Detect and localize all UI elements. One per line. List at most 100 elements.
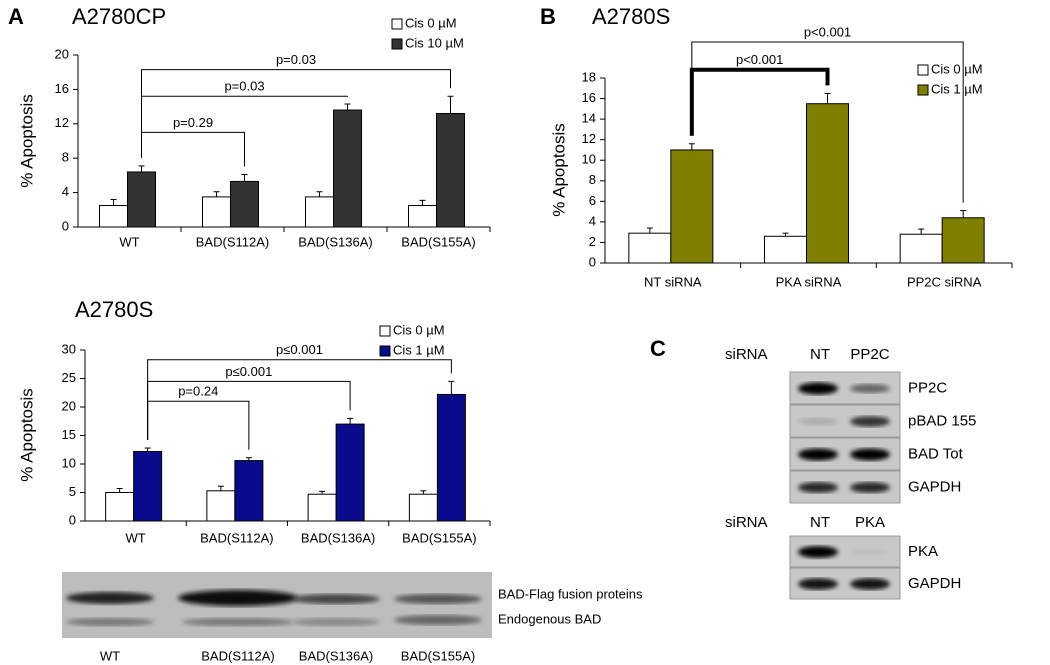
lane-label: PP2C (850, 346, 889, 363)
blot-band (292, 594, 380, 604)
bar (230, 180, 259, 228)
x-tick-label: BAD(S112A) (196, 234, 269, 249)
significance-label: p=0.29 (173, 115, 213, 130)
x-tick-label: BAD(S136A) (301, 530, 375, 545)
chart-title: A2780S (75, 297, 153, 322)
lane-label: PKA (855, 514, 885, 531)
bar (105, 492, 135, 522)
bar (408, 205, 437, 228)
blot-band (798, 546, 838, 558)
y-tick-label: 10 (582, 152, 596, 167)
y-axis-label: % Apoptosis (17, 94, 36, 188)
blot-band (850, 548, 890, 556)
blot-header: siRNA (725, 346, 768, 363)
bar (628, 232, 672, 264)
y-tick-label: 15 (62, 427, 76, 442)
panel-label: B (540, 4, 556, 29)
bar (806, 103, 849, 264)
bar (764, 235, 807, 264)
blot-band (798, 448, 838, 461)
y-tick-label: 14 (582, 111, 596, 126)
y-tick-label: 0 (62, 218, 69, 233)
y-tick-label: 4 (589, 213, 596, 228)
blot-band (182, 618, 294, 626)
bar (335, 423, 365, 522)
lane-label: BAD(S155A) (401, 648, 475, 663)
x-tick-label: WT (126, 530, 146, 545)
lane-label: NT (810, 346, 830, 363)
y-tick-label: 5 (69, 484, 76, 499)
row-label: pBAD 155 (908, 412, 976, 429)
legend-label: Cis 0 µM (393, 322, 445, 337)
legend-label: Cis 0 µM (931, 61, 983, 76)
bar (127, 171, 156, 228)
row-label: GAPDH (908, 575, 961, 592)
blot-band (798, 382, 838, 395)
x-tick-label: BAD(S112A) (200, 530, 273, 545)
y-tick-label: 0 (69, 512, 76, 527)
blot-band (850, 448, 890, 461)
row-label: PP2C (908, 379, 947, 396)
legend-swatch (391, 38, 403, 50)
significance-label: p=0.03 (224, 79, 264, 94)
significance-label: p≤0.001 (225, 364, 272, 379)
blot-band (394, 594, 482, 604)
significance-bracket (141, 131, 245, 167)
lane-label: BAD(S136A) (299, 648, 373, 663)
bar (307, 493, 337, 522)
y-tick-label: 12 (582, 131, 596, 146)
y-tick-label: 12 (55, 115, 69, 130)
y-tick-label: 6 (589, 193, 596, 208)
bar (436, 112, 465, 228)
blot-band (798, 418, 838, 425)
significance-bracket (147, 359, 452, 441)
y-tick-label: 8 (589, 172, 596, 187)
bar (670, 149, 714, 264)
legend-swatch (917, 64, 929, 76)
x-tick-label: BAD(S136A) (298, 234, 372, 249)
blot-header: siRNA (725, 514, 768, 531)
x-tick-label: PKA siRNA (776, 274, 842, 289)
blot-band (66, 592, 154, 604)
blot-band (850, 482, 890, 493)
y-tick-label: 25 (62, 370, 76, 385)
y-tick-label: 16 (55, 81, 69, 96)
y-tick-label: 2 (589, 234, 596, 249)
chart-title: A2780CP (72, 4, 166, 29)
y-tick-label: 4 (62, 184, 69, 199)
panel-label: A (8, 4, 24, 29)
x-tick-label: WT (119, 234, 139, 249)
blot-band (394, 615, 482, 625)
blot-band (292, 618, 380, 626)
lane-label: WT (100, 648, 120, 663)
blot-band (850, 578, 890, 590)
x-tick-label: BAD(S155A) (401, 234, 475, 249)
lane-label: BAD(S112A) (201, 648, 274, 663)
x-tick-label: PP2C siRNA (907, 274, 982, 289)
blot-band (850, 416, 890, 427)
y-tick-label: 20 (62, 398, 76, 413)
bar (436, 393, 466, 522)
legend-swatch (379, 345, 391, 357)
legend-label: Cis 0 µM (405, 15, 457, 30)
row-label: GAPDH (908, 478, 961, 495)
y-tick-label: 8 (62, 150, 69, 165)
y-axis-label: % Apoptosis (17, 388, 36, 482)
bar (206, 490, 236, 522)
chart-title: A2780S (592, 4, 670, 29)
x-tick-label: BAD(S155A) (402, 530, 476, 545)
legend-swatch (391, 18, 403, 30)
bar (99, 205, 128, 228)
y-tick-label: 18 (582, 69, 596, 84)
x-tick-label: NT siRNA (644, 274, 702, 289)
y-tick-label: 16 (582, 90, 596, 105)
legend-swatch (379, 325, 391, 337)
significance-label: p=0.24 (178, 384, 218, 399)
significance-bracket (141, 69, 451, 158)
legend-label: Cis 1 µM (393, 342, 445, 357)
significance-bracket (147, 400, 250, 450)
blot-band (850, 384, 890, 393)
y-tick-label: 30 (62, 341, 76, 356)
y-tick-label: 20 (55, 46, 69, 61)
